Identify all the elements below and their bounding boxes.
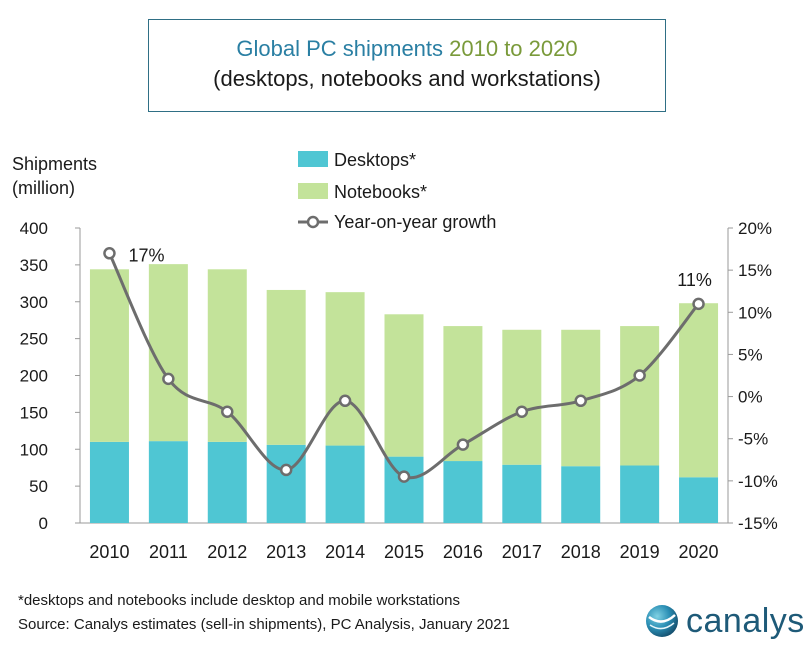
bar-desktops: [384, 456, 424, 523]
chart-title-part1: Global PC shipments: [236, 36, 450, 61]
growth-point: [456, 438, 470, 451]
bar-desktops: [89, 441, 129, 523]
chart-title: Global PC shipments 2010 to 2020: [149, 36, 665, 62]
bar-desktops: [325, 445, 365, 523]
x-tick-label: 2014: [325, 542, 365, 562]
growth-point: [515, 405, 529, 418]
bar-desktops: [148, 441, 188, 523]
y-tick-label: 350: [20, 256, 48, 275]
growth-annotation: 17%: [128, 245, 164, 265]
footnote: *desktops and notebooks include desktop …: [18, 592, 460, 609]
x-tick-label: 2011: [149, 542, 188, 562]
canalys-logo: canalys: [644, 600, 805, 642]
legend-swatch-notebooks: [298, 183, 328, 199]
y-tick-label: 250: [20, 330, 48, 349]
y-tick-label: 400: [20, 219, 48, 238]
bar-notebooks: [502, 329, 542, 465]
y-tick-label: 300: [20, 293, 48, 312]
y2-tick-label: 0%: [738, 388, 763, 407]
legend-label-desktops: Desktops*: [334, 150, 416, 170]
bar-notebooks: [679, 303, 719, 478]
growth-point: [221, 405, 234, 418]
bar-desktops: [679, 477, 719, 523]
growth-line: [108, 252, 700, 480]
x-tick-label: 2012: [207, 542, 247, 562]
legend-label-notebooks: Notebooks*: [334, 182, 427, 202]
x-tick-label: 2010: [89, 542, 129, 562]
y-axis-label: Shipments: [12, 154, 97, 174]
growth-point: [633, 369, 646, 382]
y2-tick-label: -5%: [738, 430, 768, 449]
y2-tick-label: 5%: [738, 345, 763, 364]
chart-title-box: Global PC shipments 2010 to 2020 (deskto…: [148, 19, 666, 112]
source-note: Source: Canalys estimates (sell-in shipm…: [18, 616, 510, 633]
legend-swatch-growth-marker: [306, 215, 320, 229]
bar-desktops: [620, 465, 660, 523]
y-tick-label: 50: [29, 477, 48, 496]
growth-point: [338, 394, 352, 408]
growth-point: [574, 394, 587, 408]
x-tick-label: 2016: [443, 542, 483, 562]
growth-point: [692, 297, 705, 311]
x-tick-label: 2017: [502, 542, 542, 562]
chart-subtitle: (desktops, notebooks and workstations): [213, 66, 601, 91]
y-tick-label: 100: [20, 440, 48, 459]
bar-desktops: [443, 461, 483, 523]
bar-desktops: [207, 441, 247, 523]
x-tick-label: 2019: [620, 542, 660, 562]
y-tick-label: 0: [39, 514, 48, 533]
growth-point: [103, 247, 116, 260]
bar-notebooks: [148, 264, 188, 442]
y2-tick-label: 10%: [738, 303, 772, 322]
growth-point: [279, 463, 293, 477]
canalys-wordmark: canalys: [686, 601, 805, 640]
bar-notebooks: [89, 269, 129, 442]
y2-tick-label: 15%: [738, 261, 772, 280]
bar-notebooks: [325, 292, 365, 446]
x-tick-label: 2020: [679, 542, 719, 562]
bar-desktops: [502, 464, 542, 523]
bar-notebooks: [266, 289, 306, 445]
y-tick-label: 200: [20, 367, 48, 386]
y2-tick-label: 20%: [738, 219, 772, 238]
legend-swatch-desktops: [298, 151, 328, 167]
x-tick-label: 2015: [384, 542, 424, 562]
y2-tick-label: -15%: [738, 514, 778, 533]
bar-desktops: [561, 466, 601, 523]
x-tick-label: 2013: [266, 542, 306, 562]
canalys-globe-icon: [646, 605, 678, 637]
chart-title-years: 2010 to 2020: [449, 36, 578, 61]
shipments-chart: Shipments (million) 0 50 100 150 200 250 300 350 4…: [12, 150, 778, 562]
growth-point: [397, 470, 411, 483]
y-tick-label: 150: [20, 403, 48, 422]
growth-point: [162, 372, 175, 386]
x-tick-label: 2018: [561, 542, 601, 562]
bar-notebooks: [384, 314, 424, 457]
growth-annotation: 11%: [677, 270, 712, 290]
y2-tick-label: -10%: [738, 472, 778, 491]
bar-desktops: [266, 444, 306, 523]
legend-label-growth: Year-on-year growth: [334, 212, 496, 232]
bar-notebooks: [620, 326, 660, 466]
y-axis-label: (million): [12, 178, 75, 198]
